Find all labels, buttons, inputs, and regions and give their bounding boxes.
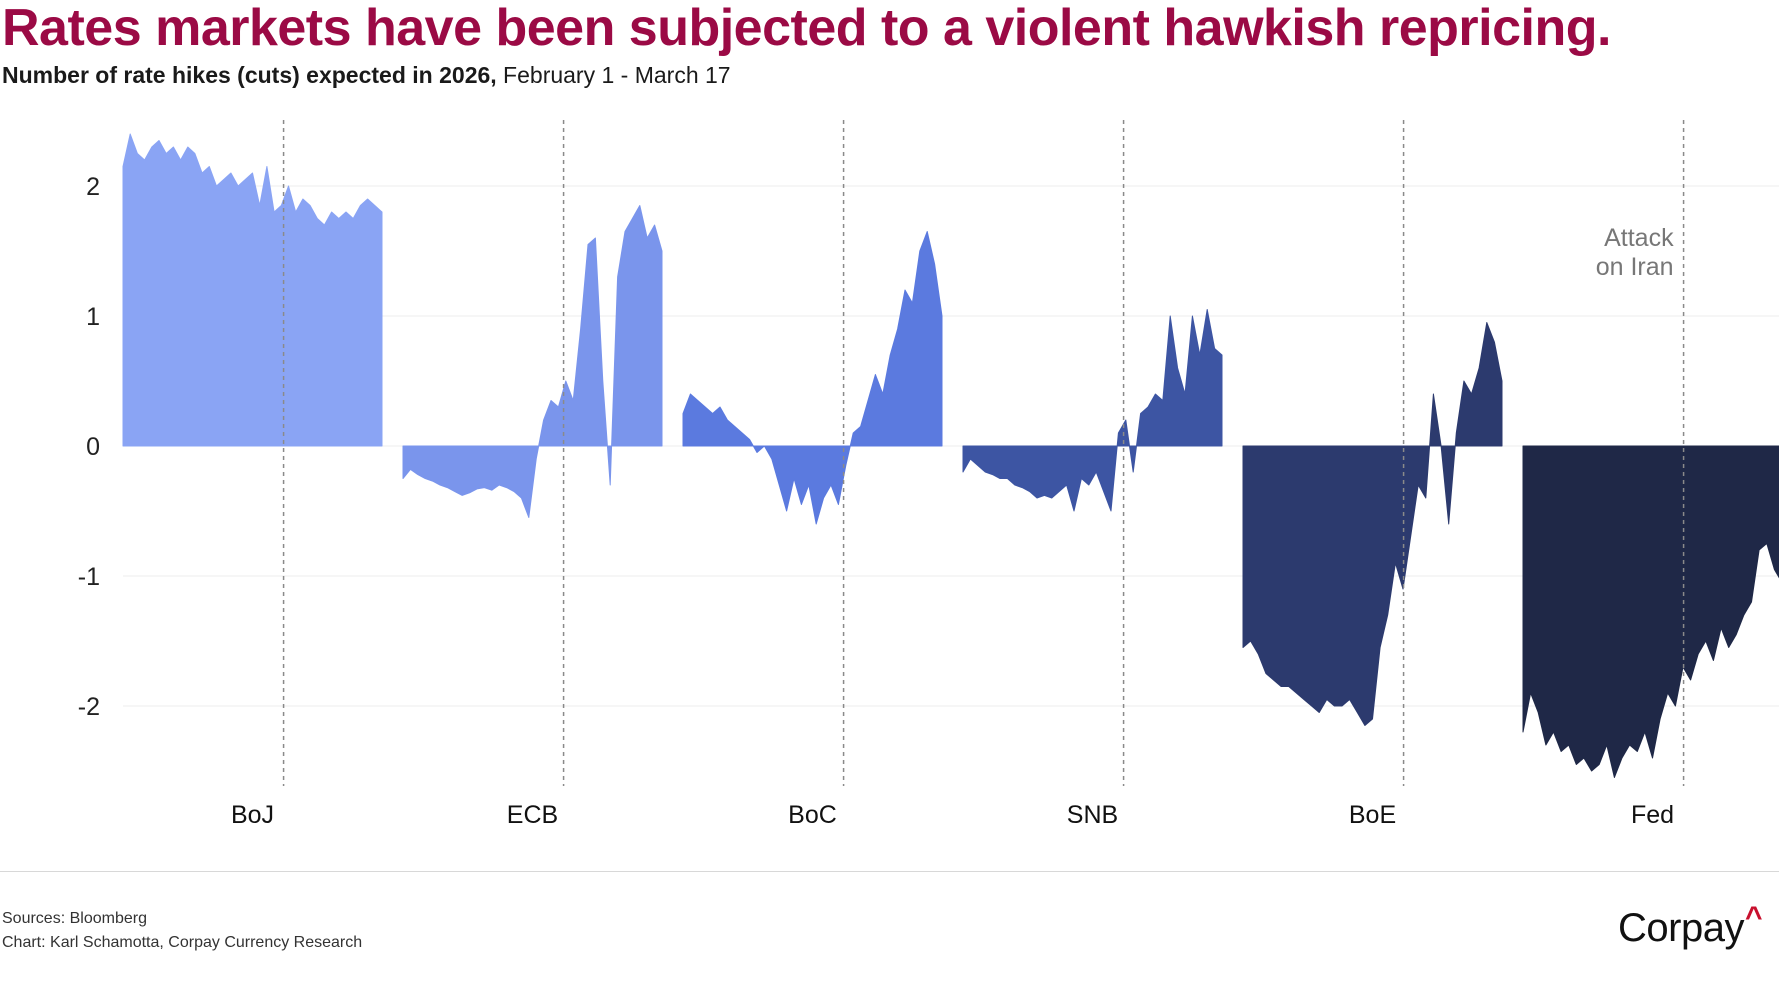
area-fed bbox=[1522, 445, 1779, 778]
category-label-boe: BoE bbox=[1349, 801, 1396, 829]
category-label-boc: BoC bbox=[788, 801, 837, 829]
category-label-fed: Fed bbox=[1631, 801, 1674, 829]
category-label-ecb: ECB bbox=[507, 801, 558, 829]
event-lines bbox=[282, 120, 1685, 786]
subtitle-date-range: February 1 - March 17 bbox=[496, 62, 731, 88]
gridlines bbox=[123, 185, 1779, 707]
area-snb bbox=[962, 309, 1223, 512]
y-tick-label: -2 bbox=[78, 693, 100, 721]
y-tick-label: 1 bbox=[86, 303, 100, 331]
chart-credit: Chart: Karl Schamotta, Corpay Currency R… bbox=[2, 934, 363, 951]
corpay-logo: Corpay^ bbox=[1618, 901, 1762, 951]
area-boe bbox=[1242, 322, 1503, 726]
corpay-logo-text: Corpay bbox=[1618, 906, 1744, 950]
category-label-snb: SNB bbox=[1067, 801, 1118, 829]
y-tick-label: 0 bbox=[86, 433, 100, 461]
category-label-boj: BoJ bbox=[231, 801, 274, 829]
chart-title: Rates markets have been subjected to a v… bbox=[2, 0, 1611, 57]
area-ecb bbox=[402, 205, 663, 518]
event-annotation-line2: on Iran bbox=[1596, 253, 1674, 281]
footer-divider bbox=[0, 871, 1779, 872]
y-tick-label: -1 bbox=[78, 563, 100, 591]
area-boc bbox=[682, 231, 943, 525]
chart-subtitle: Number of rate hikes (cuts) expected in … bbox=[2, 62, 731, 89]
series-areas bbox=[122, 133, 1779, 778]
y-tick-label: 2 bbox=[86, 173, 100, 201]
area-boj bbox=[122, 133, 383, 447]
event-annotation-line1: Attack bbox=[1604, 224, 1674, 252]
subtitle-bold: Number of rate hikes (cuts) expected in … bbox=[2, 62, 497, 88]
corpay-caret-icon: ^ bbox=[1744, 901, 1763, 934]
sources-note: Sources: Bloomberg bbox=[2, 910, 147, 927]
